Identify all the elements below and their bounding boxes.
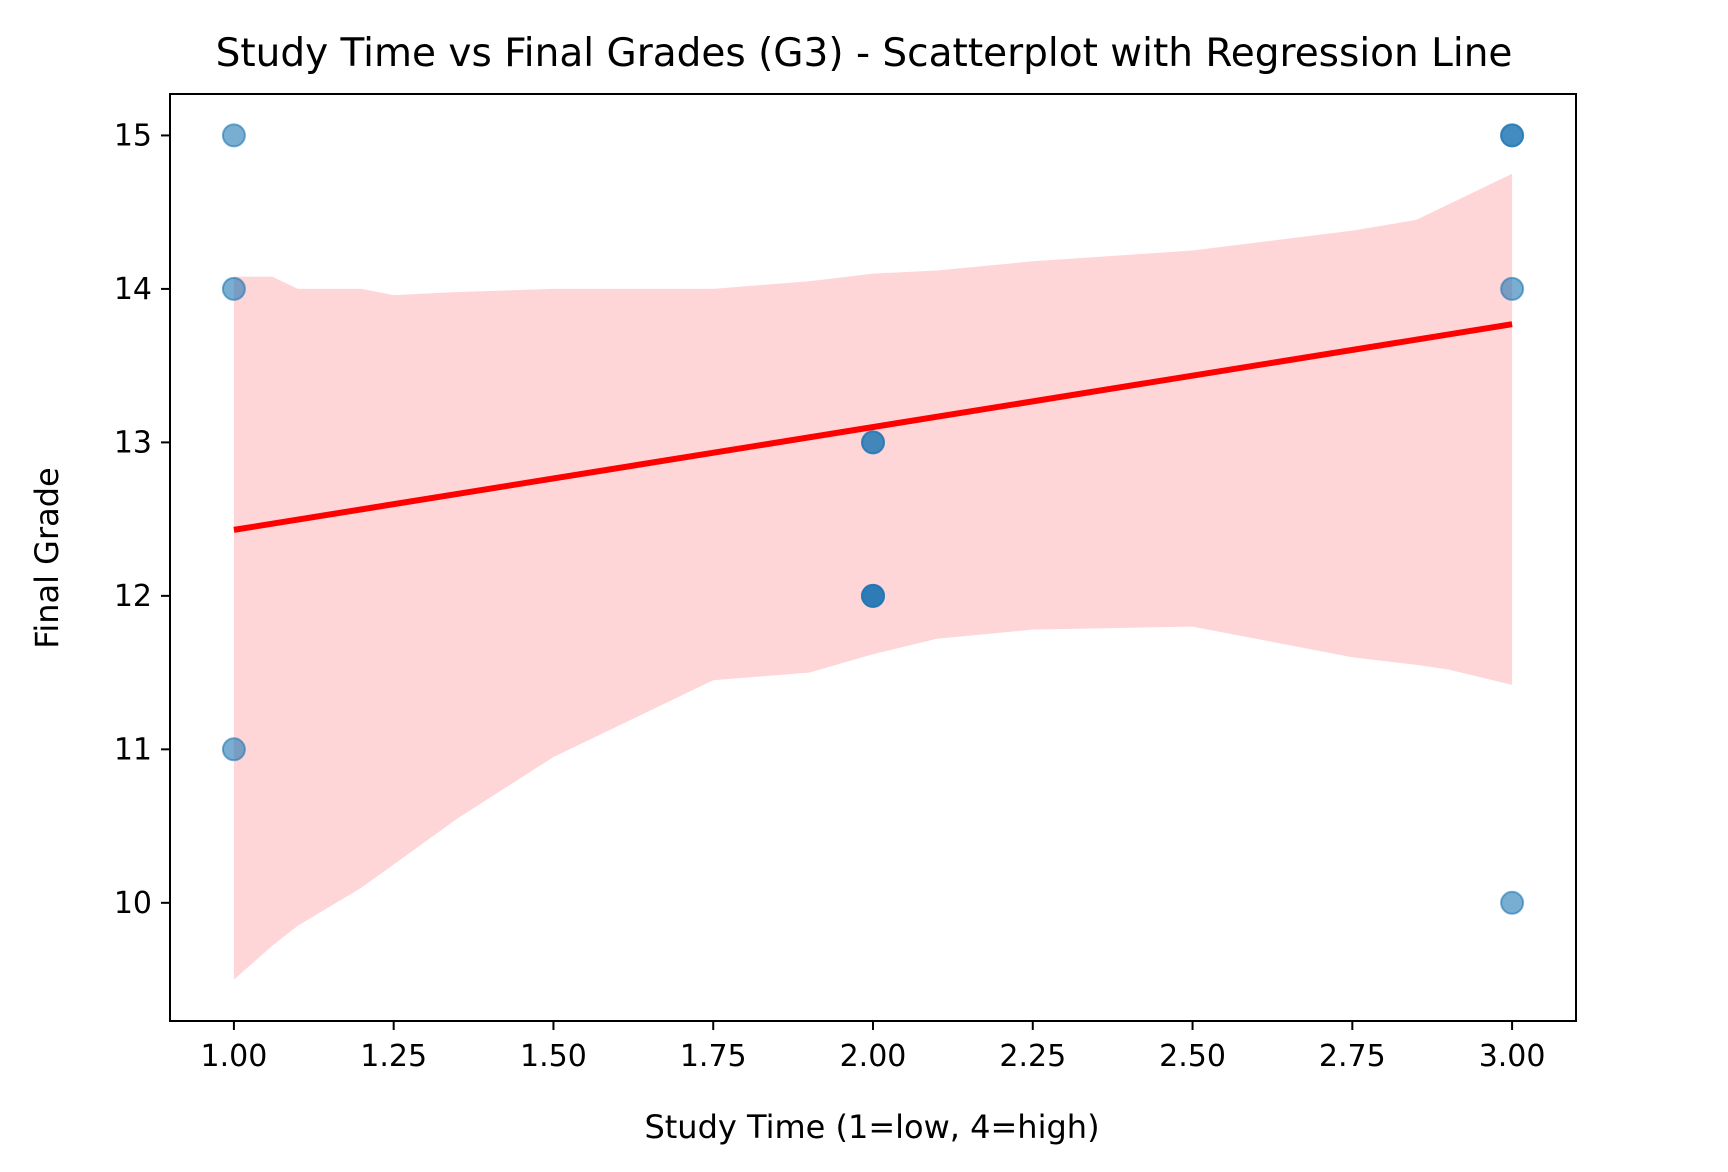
x-tick-label: 2.75 — [1319, 1039, 1386, 1074]
x-tick-label: 1.00 — [201, 1039, 268, 1074]
x-axis-ticks: 1.00 1.25 1.50 1.75 2.00 2.25 2.50 2.75 3.00 — [201, 1021, 1546, 1074]
x-tick-label: 1.75 — [680, 1039, 747, 1074]
scatter-point — [1500, 890, 1525, 915]
x-tick-label: 1.25 — [360, 1039, 427, 1074]
x-tick-label: 2.50 — [1159, 1039, 1226, 1074]
scatter-point — [861, 583, 885, 608]
y-tick-label: 12 — [114, 579, 152, 614]
x-tick-label: 3.00 — [1479, 1039, 1546, 1074]
y-tick-label: 10 — [114, 886, 152, 921]
chart-title: Study Time vs Final Grades (G3) - Scatte… — [216, 31, 1513, 76]
plot-area — [221, 123, 1525, 980]
scatter-point — [1500, 276, 1525, 301]
scatter-point — [1500, 123, 1525, 148]
x-tick-label: 2.25 — [999, 1039, 1066, 1074]
y-tick-label: 11 — [114, 732, 152, 767]
scatter-points — [221, 123, 1525, 915]
y-tick-label: 13 — [114, 425, 152, 460]
scatter-point — [221, 737, 246, 762]
x-tick-label: 1.50 — [520, 1039, 587, 1074]
confidence-band — [233, 173, 1513, 980]
x-tick-label: 2.00 — [840, 1039, 907, 1074]
scatter-point — [861, 430, 885, 455]
x-axis-label: Study Time (1=low, 4=high) — [644, 1108, 1099, 1146]
y-axis-label: Final Grade — [28, 467, 66, 648]
scatter-point — [221, 123, 246, 148]
y-tick-label: 15 — [114, 118, 152, 153]
scatter-point — [221, 276, 246, 301]
y-axis-ticks: 10 11 12 13 14 15 — [114, 118, 170, 921]
regression-line — [233, 321, 1513, 533]
y-tick-label: 14 — [114, 272, 152, 307]
